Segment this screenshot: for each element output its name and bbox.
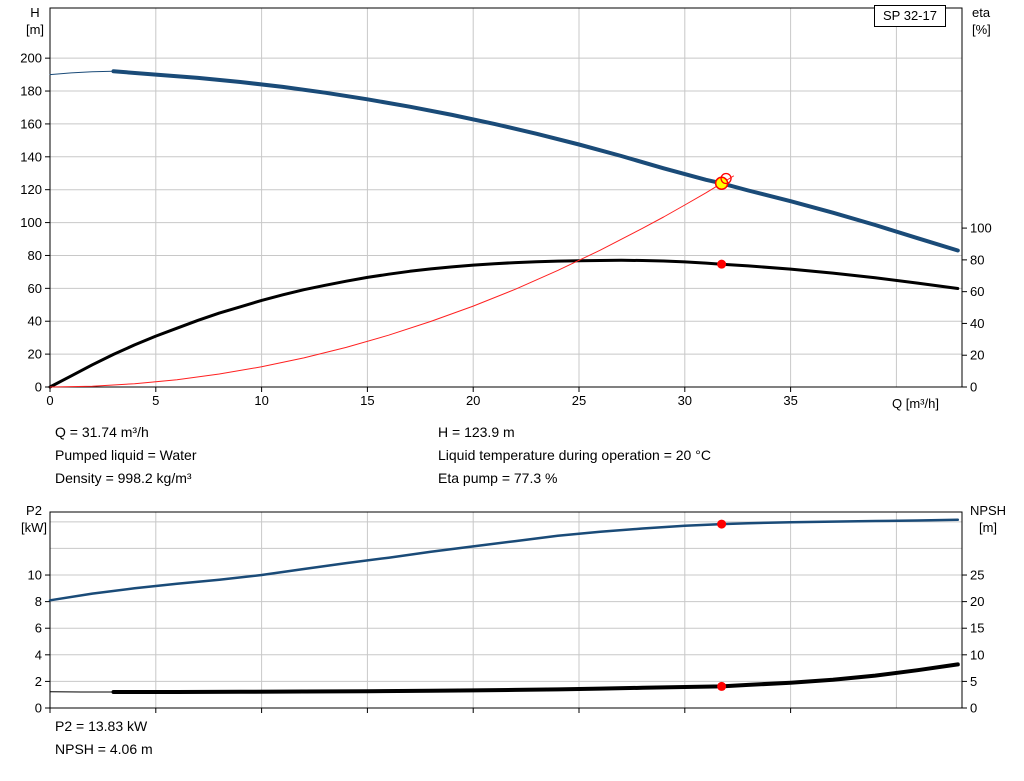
svg-text:5: 5 <box>152 393 159 408</box>
eta-curve <box>48 258 960 389</box>
eta-duty-point <box>717 259 727 269</box>
p2-curve <box>48 518 960 602</box>
svg-text:200: 200 <box>20 51 42 66</box>
svg-text:2: 2 <box>35 674 42 689</box>
info-line-npsh: NPSH = 4.06 m <box>55 741 153 757</box>
svg-text:100: 100 <box>970 221 992 236</box>
npsh-axis-unit: [m] <box>978 520 998 535</box>
svg-text:15: 15 <box>360 393 374 408</box>
head-curve-lead <box>49 70 114 76</box>
svg-text:0: 0 <box>970 701 977 716</box>
info-line-p2: P2 = 13.83 kW <box>55 718 148 734</box>
svg-text:40: 40 <box>28 314 42 329</box>
info-line-temperature: Liquid temperature during operation = 20… <box>438 447 711 463</box>
svg-text:10: 10 <box>28 568 42 583</box>
npsh-duty-point <box>717 681 727 691</box>
duty-info-left: Q = 31.74 m³/h Pumped liquid = Water Den… <box>55 421 197 490</box>
svg-text:15: 15 <box>970 621 984 636</box>
svg-text:20: 20 <box>970 348 984 363</box>
svg-text:35: 35 <box>783 393 797 408</box>
svg-text:5: 5 <box>970 674 977 689</box>
npsh-axis-symbol: NPSH <box>969 503 1007 518</box>
head-axis-unit: [m] <box>25 22 45 37</box>
svg-text:10: 10 <box>254 393 268 408</box>
npsh-axis-title: NPSH [m] <box>965 502 1011 536</box>
duty-info-bottom: P2 = 13.83 kW NPSH = 4.06 m <box>55 715 153 761</box>
svg-text:80: 80 <box>970 252 984 267</box>
head-curve <box>111 69 960 253</box>
eta-axis-symbol: eta <box>972 5 991 20</box>
info-line-head: H = 123.9 m <box>438 424 515 440</box>
svg-text:20: 20 <box>466 393 480 408</box>
duty-info-right: H = 123.9 m Liquid temperature during op… <box>438 421 711 490</box>
svg-text:0: 0 <box>46 393 53 408</box>
head-axis-title: H [m] <box>20 4 50 38</box>
svg-text:0: 0 <box>970 380 977 395</box>
svg-text:0: 0 <box>35 380 42 395</box>
npsh-curve <box>111 662 960 694</box>
svg-text:10: 10 <box>970 647 984 662</box>
system-curve <box>49 175 734 388</box>
svg-text:20: 20 <box>970 594 984 609</box>
eta-axis-unit: [%] <box>972 22 991 37</box>
info-line-density: Density = 998.2 kg/m³ <box>55 470 192 486</box>
info-line-liquid: Pumped liquid = Water <box>55 447 197 463</box>
info-line-flow: Q = 31.74 m³/h <box>55 424 149 440</box>
svg-text:6: 6 <box>35 621 42 636</box>
svg-text:40: 40 <box>970 316 984 331</box>
svg-text:25: 25 <box>572 393 586 408</box>
pump-type-badge: SP 32-17 <box>874 5 946 27</box>
eta-axis-title: eta [%] <box>972 4 1016 38</box>
p2-axis-symbol: P2 <box>26 503 42 518</box>
svg-text:0: 0 <box>35 701 42 716</box>
svg-text:20: 20 <box>28 347 42 362</box>
svg-text:80: 80 <box>28 248 42 263</box>
svg-text:140: 140 <box>20 149 42 164</box>
requested-duty-point <box>720 172 732 185</box>
svg-text:25: 25 <box>970 568 984 583</box>
flow-axis-label: Q [m³/h] <box>892 396 939 411</box>
svg-text:60: 60 <box>970 284 984 299</box>
p2-axis-title: P2 [kW] <box>17 502 51 536</box>
p2-duty-point <box>717 519 727 529</box>
power-npsh-chart: 0 2 4 6 8 10 0 5 10 15 20 25 <box>28 511 984 716</box>
svg-text:8: 8 <box>35 594 42 609</box>
info-line-eta: Eta pump = 77.3 % <box>438 470 558 486</box>
svg-text:120: 120 <box>20 182 42 197</box>
svg-text:160: 160 <box>20 116 42 131</box>
svg-text:60: 60 <box>28 281 42 296</box>
head-efficiency-chart: 0 20 40 60 80 100 120 140 160 180 200 0 20 40 60 80 100 0… <box>20 7 992 408</box>
svg-text:180: 180 <box>20 84 42 99</box>
head-axis-symbol: H <box>30 5 40 20</box>
p2-axis-unit: [kW] <box>21 520 47 535</box>
svg-text:100: 100 <box>20 215 42 230</box>
svg-text:30: 30 <box>678 393 692 408</box>
svg-text:4: 4 <box>35 647 42 662</box>
